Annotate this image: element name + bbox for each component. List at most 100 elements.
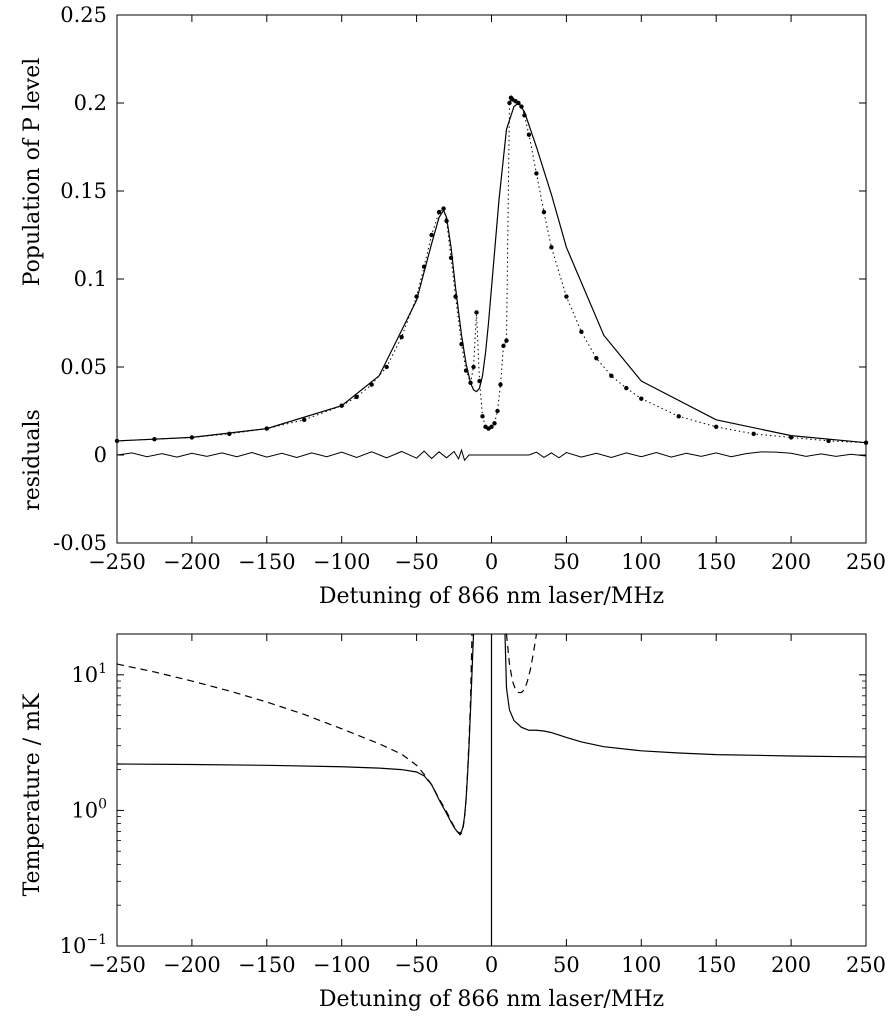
temperature-chart: Temperature / mK −250 −200 −150 −100 −50 0 50 1… [20,633,886,1012]
population-chart: Population of P level residuals −250 −200… [20,3,886,609]
temperature-solid-curve [504,633,867,758]
data-point [339,403,344,408]
data-point [436,209,442,215]
data-point [227,431,232,437]
x-tick-label: 150 [696,550,736,574]
x-tick-label: 200 [771,550,811,574]
data-point [751,431,756,437]
x-tick-label: −200 [163,550,221,574]
data-point [609,373,614,378]
data-point [492,421,497,426]
x-tick-label: 200 [771,953,811,977]
data-point [541,209,547,215]
data-point [639,396,644,401]
population-ylabel: Population of P level [20,58,45,287]
data-point [354,394,359,400]
data-point [516,100,521,106]
x-tick-label: 50 [553,953,580,977]
data-point [302,417,307,422]
data-point [534,171,539,176]
temperature-solid-curve [116,633,475,834]
x-tick-label: −50 [394,953,438,977]
data-point [863,440,869,445]
x-tick-label: 250 [846,953,886,977]
x-tick-label: −50 [394,550,438,574]
data-point [421,264,427,269]
x-tick-label: −150 [238,550,296,574]
fit-curve [116,102,867,444]
data-point [441,206,446,211]
measured-dotted-line [116,96,867,444]
data-point [504,338,509,343]
data-point [477,378,482,384]
x-tick-label: 250 [846,550,886,574]
data-point [448,255,454,261]
x-tick-label: −200 [163,953,221,977]
x-tick-label: 50 [553,550,580,574]
data-point [498,382,503,387]
population-plot-frame [116,14,867,544]
data-point [152,436,157,442]
temperature-series [116,633,867,946]
data-point [471,364,476,370]
data-point [444,218,449,224]
data-point [369,382,374,387]
data-point [495,408,500,414]
data-point [522,113,527,118]
population-ticks: −250 −200 −150 −100 −50 0 50 100 150 200 250 -0.05 0… [53,3,886,574]
data-point [114,438,120,444]
population-series [114,95,869,462]
x-tick-label: −150 [238,953,296,977]
data-point [384,364,389,370]
residuals-ylabel: residuals [20,409,45,511]
data-point [474,310,479,315]
temperature-ticks: −250 −200 −150 −100 −50 0 50 100 150 200 250 10−1 10… [60,633,886,977]
data-point [480,414,485,419]
x-tick-label: −100 [313,550,371,574]
data-point [526,132,532,137]
data-point [399,334,404,340]
y-tick-label: 0.15 [60,179,107,203]
data-point [594,356,599,361]
temperature-dashed-curve [505,633,538,694]
data-point [489,424,494,430]
y-tick-label: 0.25 [60,3,107,27]
data-point [714,424,719,430]
data-point [519,104,524,109]
x-tick-label: −250 [88,550,146,574]
data-point [676,414,681,419]
data-point [624,385,629,391]
y-tick-label: 0.1 [74,267,107,291]
data-point [459,341,464,347]
data-point [429,232,434,238]
x-tick-label: −250 [88,953,146,977]
y-tick-label: -0.05 [53,531,107,555]
x-tick-label: 0 [485,953,498,977]
y-tick-label: 100 [71,796,107,822]
y-tick-label: 0.05 [60,355,107,379]
data-point [501,343,506,349]
data-point [468,380,473,386]
data-point [414,294,419,299]
data-point [788,435,794,440]
data-point [507,100,512,106]
y-tick-label: 0.2 [74,91,107,115]
x-tick-label: 100 [621,953,661,977]
data-point [549,245,554,250]
data-point [189,435,195,440]
residuals-line [116,448,867,462]
data-point [453,294,458,299]
data-point [264,426,269,431]
y-tick-label: 101 [71,661,107,687]
data-point [564,294,569,299]
x-tick-label: 0 [485,550,498,574]
temperature-ylabel: Temperature / mK [20,693,45,896]
population-xlabel: Detuning of 866 nm laser/MHz [319,584,664,609]
x-tick-label: −100 [313,953,371,977]
y-tick-label: 0 [94,443,107,467]
data-point [579,329,584,334]
temperature-xlabel: Detuning of 866 nm laser/MHz [319,987,664,1012]
y-tick-label: 10−1 [60,932,107,958]
x-tick-label: 150 [696,953,736,977]
